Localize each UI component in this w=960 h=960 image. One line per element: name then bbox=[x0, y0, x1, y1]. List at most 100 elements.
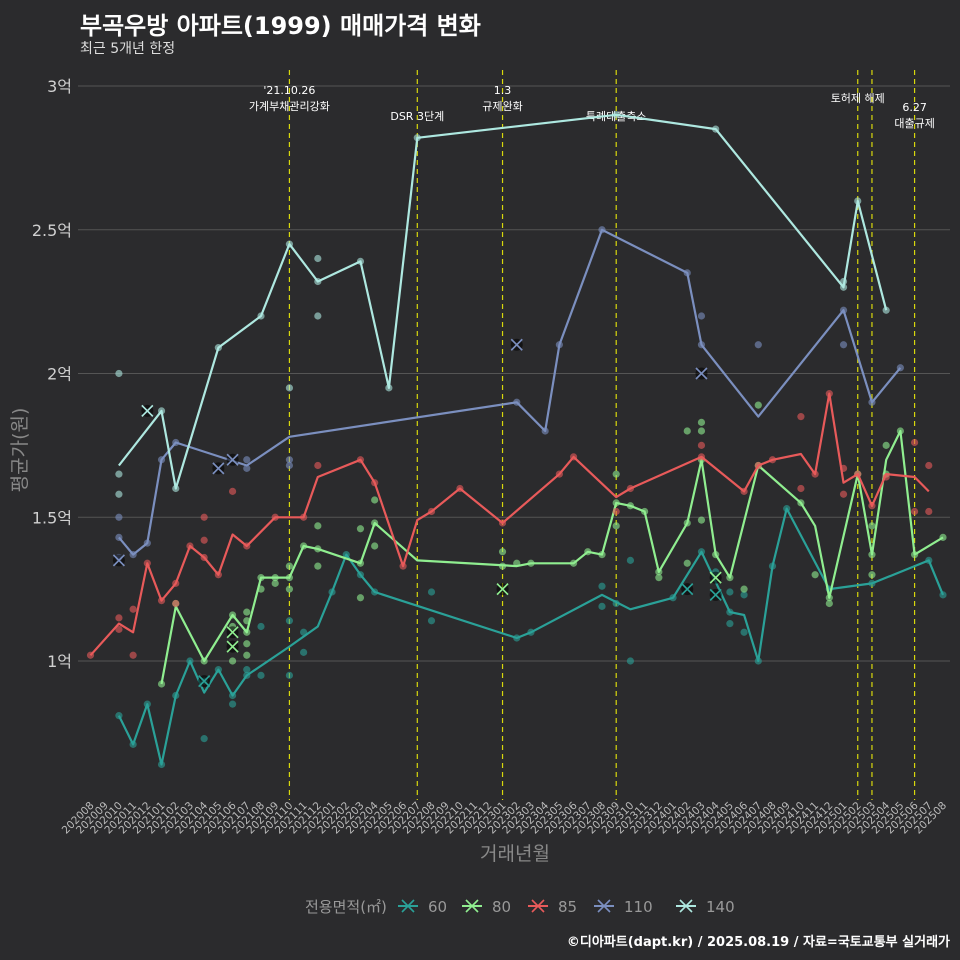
data-point bbox=[371, 496, 379, 504]
cross-marker bbox=[226, 640, 239, 653]
y-tick-label: 2.5억 bbox=[32, 221, 72, 240]
legend-title: 전용면적(㎡) bbox=[305, 898, 387, 916]
data-point bbox=[498, 548, 507, 556]
data-point bbox=[285, 384, 294, 392]
series-line bbox=[89, 392, 930, 657]
data-point bbox=[314, 522, 322, 530]
data-point bbox=[200, 735, 208, 743]
data-point bbox=[740, 591, 748, 599]
legend-item-85[interactable]: 85 bbox=[528, 898, 577, 916]
event-label: 대출규제 bbox=[894, 117, 934, 130]
y-axis-label: 평균가(원) bbox=[9, 408, 31, 493]
data-point bbox=[598, 602, 606, 610]
data-point bbox=[129, 605, 137, 613]
data-point bbox=[626, 657, 635, 665]
data-point bbox=[697, 312, 706, 320]
data-point bbox=[839, 341, 848, 349]
series-line bbox=[118, 228, 902, 556]
data-point bbox=[228, 487, 237, 495]
data-point bbox=[754, 341, 762, 349]
y-tick-label: 1.5억 bbox=[32, 508, 72, 527]
series-60 bbox=[115, 505, 947, 769]
data-point bbox=[285, 562, 294, 570]
data-point bbox=[839, 490, 848, 498]
legend-item-60[interactable]: 60 bbox=[398, 898, 447, 916]
data-point bbox=[356, 594, 365, 602]
data-point bbox=[243, 640, 251, 648]
legend-item-80[interactable]: 80 bbox=[462, 898, 511, 916]
y-tick-labels: 1억 1.5억 2억 2.5억 3억 bbox=[32, 77, 72, 671]
cross-marker bbox=[510, 338, 523, 351]
data-point bbox=[356, 525, 365, 533]
data-point bbox=[925, 461, 933, 470]
data-point bbox=[427, 588, 436, 596]
data-point bbox=[882, 306, 890, 314]
data-point bbox=[271, 579, 279, 587]
legend-label: 60 bbox=[428, 898, 447, 916]
legend-item-110[interactable]: 110 bbox=[594, 898, 653, 916]
data-point bbox=[925, 507, 933, 516]
data-point bbox=[285, 461, 294, 470]
data-point bbox=[285, 456, 294, 464]
grid-lines bbox=[78, 85, 950, 662]
cross-marker bbox=[226, 626, 239, 639]
data-point bbox=[314, 461, 322, 470]
event-label: 토허제 해제 bbox=[831, 91, 885, 105]
cross-marker bbox=[212, 462, 225, 475]
chart-title: 부곡우방 아파트(1999) 매매가격 변화 bbox=[80, 12, 481, 40]
legend-label: 110 bbox=[624, 898, 653, 916]
legend: 전용면적(㎡) 60 80 85 110 140 bbox=[305, 898, 735, 916]
data-point bbox=[314, 312, 322, 320]
event-label: 가계부채관리강화 bbox=[249, 100, 330, 113]
data-point bbox=[868, 571, 876, 579]
x-axis-label: 거래년월 bbox=[480, 843, 550, 865]
data-point bbox=[314, 254, 322, 263]
data-point bbox=[115, 614, 123, 622]
data-point bbox=[726, 620, 734, 628]
data-point bbox=[825, 599, 833, 608]
data-point bbox=[697, 427, 706, 435]
y-tick-label: 2억 bbox=[47, 365, 72, 384]
data-point bbox=[129, 651, 137, 659]
event-label: '21.10.26 bbox=[263, 84, 315, 97]
data-point bbox=[427, 617, 436, 625]
series-line bbox=[118, 113, 888, 490]
data-point bbox=[257, 671, 265, 679]
data-point bbox=[115, 513, 123, 521]
data-point bbox=[285, 585, 294, 593]
series-line bbox=[160, 429, 944, 685]
data-point bbox=[371, 542, 379, 550]
data-point bbox=[754, 401, 762, 409]
data-point bbox=[115, 470, 123, 478]
data-point bbox=[243, 464, 251, 472]
series-80 bbox=[157, 401, 947, 688]
y-tick-label: 1억 bbox=[47, 652, 72, 671]
series-line bbox=[117, 507, 945, 766]
series-85 bbox=[86, 390, 933, 659]
legend-item-140[interactable]: 140 bbox=[676, 898, 735, 916]
legend-label: 85 bbox=[558, 898, 577, 916]
data-point bbox=[683, 427, 691, 435]
cross-marker bbox=[709, 588, 722, 601]
data-point bbox=[910, 507, 919, 516]
data-point bbox=[200, 536, 208, 544]
data-point bbox=[228, 657, 237, 665]
cross-marker bbox=[198, 675, 211, 688]
data-point bbox=[626, 556, 635, 564]
event-label: 6.27 bbox=[902, 101, 927, 114]
cross-marker bbox=[496, 583, 509, 596]
data-point bbox=[811, 571, 819, 579]
data-point bbox=[200, 513, 208, 521]
series-layer bbox=[86, 111, 947, 769]
cross-marker bbox=[141, 404, 154, 417]
data-point bbox=[243, 608, 251, 616]
cross-marker bbox=[681, 583, 694, 596]
data-point bbox=[797, 484, 805, 493]
data-point bbox=[598, 582, 606, 590]
data-point bbox=[612, 470, 620, 478]
data-point bbox=[868, 522, 876, 530]
data-point bbox=[285, 617, 294, 625]
data-point bbox=[300, 648, 308, 656]
